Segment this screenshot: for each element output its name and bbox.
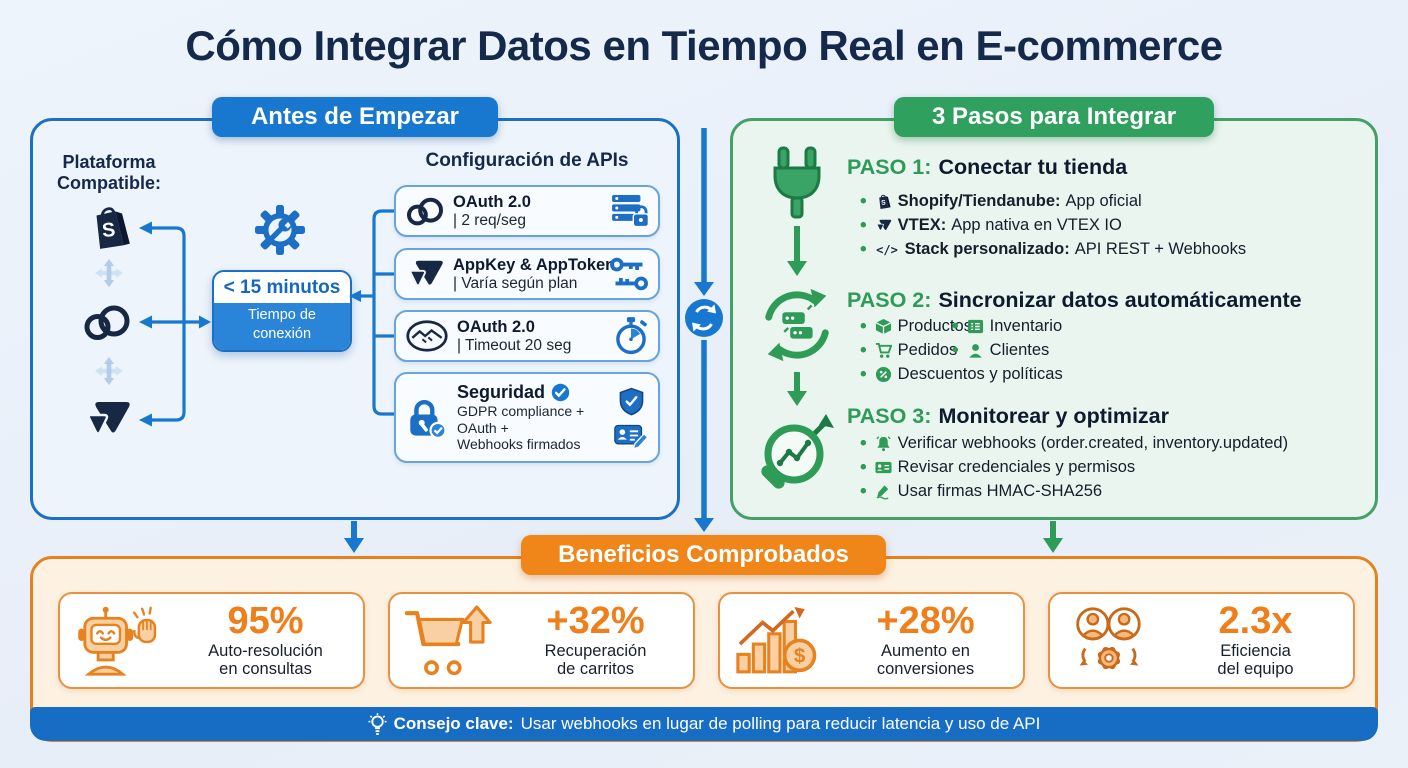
connection-time-box: < 15 minutos Tiempo de conexión [212,270,352,352]
shopify-icon: S [875,193,892,210]
svg-text:$: $ [794,644,806,667]
api-box-mercadolibre: OAuth 2.0 | Timeout 20 seg [394,310,660,362]
discount-icon [875,366,892,383]
vtex-icon [82,396,132,442]
sync-icon [756,284,838,366]
security-title: Seguridad [457,381,546,402]
api-box-tiendanube: OAuth 2.0 | 2 req/seg [394,185,660,237]
customer-icon [967,342,984,359]
benefit-value: +32% [546,599,645,642]
tiendanube-icon [82,300,132,344]
bell-icon [875,435,892,452]
step1-heading: PASO 1: Conectar tu tienda [847,155,1128,179]
svg-text:S: S [881,199,887,206]
gear-wrench-icon [254,204,306,256]
list-item: S Shopify/Tiendanube: App oficial [860,189,1246,213]
tip-text: Usar webhooks en lugar de polling para r… [520,714,1041,733]
tip-label: Consejo clave: [393,714,514,733]
team-gear-icon [1064,605,1152,677]
keys-icon [609,256,649,292]
api-config-heading: Configuración de APIs [425,150,629,171]
key-tip-bar: Consejo clave: Usar webhooks en lugar de… [30,707,1378,741]
benefit-value: 2.3x [1218,599,1293,642]
page-title: Cómo Integrar Datos en Tiempo Real en E-… [185,22,1223,69]
cart-up-icon [404,605,492,677]
growth-dollar-icon: $ [734,605,822,677]
stopwatch-icon [613,316,649,356]
handshake-icon [405,317,449,355]
list-item: Descuentos y políticas [860,362,1063,386]
list-item: Verificar webhooks (order.created, inven… [860,431,1288,455]
list-item: VTEX: App nativa en VTEX IO [860,213,1246,237]
shopify-icon: S [84,202,134,252]
credentials-icon [875,459,892,476]
benefit-label: Auto-resolución en consultas [208,641,323,679]
benefit-card-resolution: 95% Auto-resolución en consultas [58,592,365,689]
step3-heading: PASO 3: Monitorear y optimizar [847,404,1169,428]
benefit-value: 95% [227,599,304,642]
benefit-label: Recuperación de carritos [544,641,647,679]
id-card-pen-icon [614,422,649,449]
transfer-arrows-icon [94,356,124,386]
step2-bullets-col1: Productos Pedidos Descuentos y políticas [860,314,1063,386]
inventory-icon [967,318,984,335]
cart-icon [875,342,892,359]
connection-time-value: < 15 minutos [223,277,341,298]
check-circle-icon [551,383,570,402]
tiendanube-icon [405,193,445,229]
vtex-icon [405,256,445,292]
plug-icon [769,146,825,220]
list-item: Inventario [952,314,1062,338]
step1-bullets: S Shopify/Tiendanube: App oficial VTEX: … [860,189,1246,261]
signature-icon [875,483,892,500]
benefits-badge: Beneficios Comprobados [521,535,886,575]
api-detail: | 2 req/seg [453,211,526,229]
code-icon: </> [875,241,899,258]
api-box-vtex: AppKey & AppToken | Varía según plan [394,248,660,300]
benefit-card-efficiency: 2.3x Eficiencia del equipo [1048,592,1355,689]
platform-label: Plataforma Compatible: [56,152,161,193]
list-item: Pedidos [860,338,1063,362]
api-title: OAuth 2.0 [453,192,531,211]
benefit-card-conversions: $ +28% Aumento en conversiones [718,592,1025,689]
svg-text:</>: </> [876,243,898,257]
list-item: Usar firmas HMAC-SHA256 [860,479,1288,503]
vtex-icon [875,217,892,234]
security-box: Seguridad GDPR compliance + OAuth + Webh… [394,372,660,463]
shield-check-icon [618,387,645,417]
benefit-label: Aumento en conversiones [876,641,975,679]
svg-text:S: S [101,219,116,242]
step2-bullets-col2: Inventario Clientes [952,314,1062,362]
lightbulb-icon [368,712,387,736]
before-badge: Antes de Empezar [212,97,498,137]
robot-icon [74,605,162,677]
transfer-arrows-icon [94,258,124,288]
step2-heading: PASO 2: Sincronizar datos automáticamente [847,288,1302,312]
server-lock-icon [611,194,649,228]
api-detail: | Timeout 20 seg [457,336,572,354]
steps-badge: 3 Pasos para Integrar [894,97,1214,137]
package-icon [875,318,892,335]
magnifier-chart-icon [752,410,844,502]
benefit-value: +28% [876,599,975,642]
api-title: AppKey & AppToken [453,255,616,274]
list-item: Revisar credenciales y permisos [860,455,1288,479]
api-title: OAuth 2.0 [457,317,535,336]
benefit-label: Eficiencia del equipo [1217,641,1294,679]
benefit-card-carts: +32% Recuperación de carritos [388,592,695,689]
lock-check-icon [405,396,449,440]
list-item: </> Stack personalizado: API REST + Webh… [860,237,1246,261]
api-detail: | Varía según plan [453,274,578,292]
list-item: Clientes [952,338,1062,362]
step3-bullets: Verificar webhooks (order.created, inven… [860,431,1288,503]
connection-time-label: Tiempo de conexión [214,303,350,350]
